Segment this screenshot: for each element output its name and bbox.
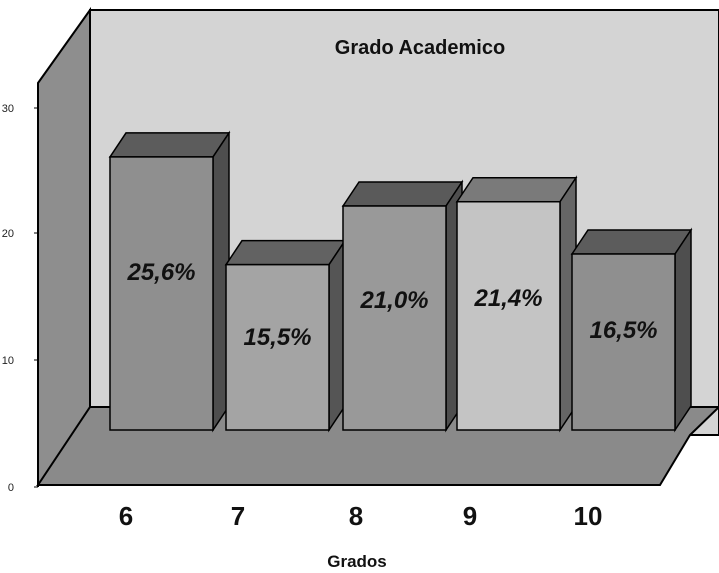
- bar-front-face: [342, 205, 447, 431]
- bar-front-face: [109, 156, 214, 431]
- bar-6: 25,6%: [108, 130, 231, 433]
- x-tick-label: 6: [119, 501, 133, 531]
- bar-front-face: [456, 200, 561, 431]
- x-axis-labels: 6 7 8 9 10: [119, 501, 603, 531]
- bar-top-face: [108, 132, 231, 158]
- y-tick-label: 20: [2, 228, 14, 240]
- bar-side-face: [674, 227, 692, 433]
- x-tick-label: 9: [463, 501, 477, 531]
- y-tick-label: 30: [2, 103, 14, 115]
- bar-value-label: 25,6%: [126, 259, 195, 286]
- y-tick-label: 0: [8, 482, 14, 494]
- bar-7: 15,5%: [224, 238, 347, 433]
- bar-top-face: [224, 239, 347, 266]
- x-axis-title: Grados: [327, 552, 387, 571]
- bar-front-face: [571, 253, 676, 431]
- bar-8: 21,0%: [341, 179, 464, 433]
- chart-title: Grado Academico: [335, 37, 505, 59]
- bar-front-face: [225, 263, 330, 431]
- x-tick-label: 8: [349, 501, 363, 531]
- x-tick-label: 10: [574, 501, 603, 531]
- bar-value-label: 21,0%: [359, 287, 428, 314]
- bar-value-label: 15,5%: [243, 324, 311, 351]
- chart-side-wall: [37, 6, 91, 488]
- bar-value-label: 21,4%: [473, 285, 542, 312]
- bars-group: 25,6% 15,5% 21,0% 21,4% 16,5%: [108, 130, 693, 433]
- x-tick-label: 7: [231, 501, 245, 531]
- bar-9: 21,4%: [455, 175, 578, 433]
- y-tick-label: 10: [2, 355, 14, 367]
- bar-top-face: [455, 176, 578, 203]
- y-axis-ticks: 0 10 20 30: [2, 83, 39, 494]
- bar-top-face: [341, 181, 464, 207]
- bar-top-face: [570, 229, 693, 255]
- bar-10: 16,5%: [570, 227, 693, 433]
- bar-value-label: 16,5%: [589, 317, 657, 344]
